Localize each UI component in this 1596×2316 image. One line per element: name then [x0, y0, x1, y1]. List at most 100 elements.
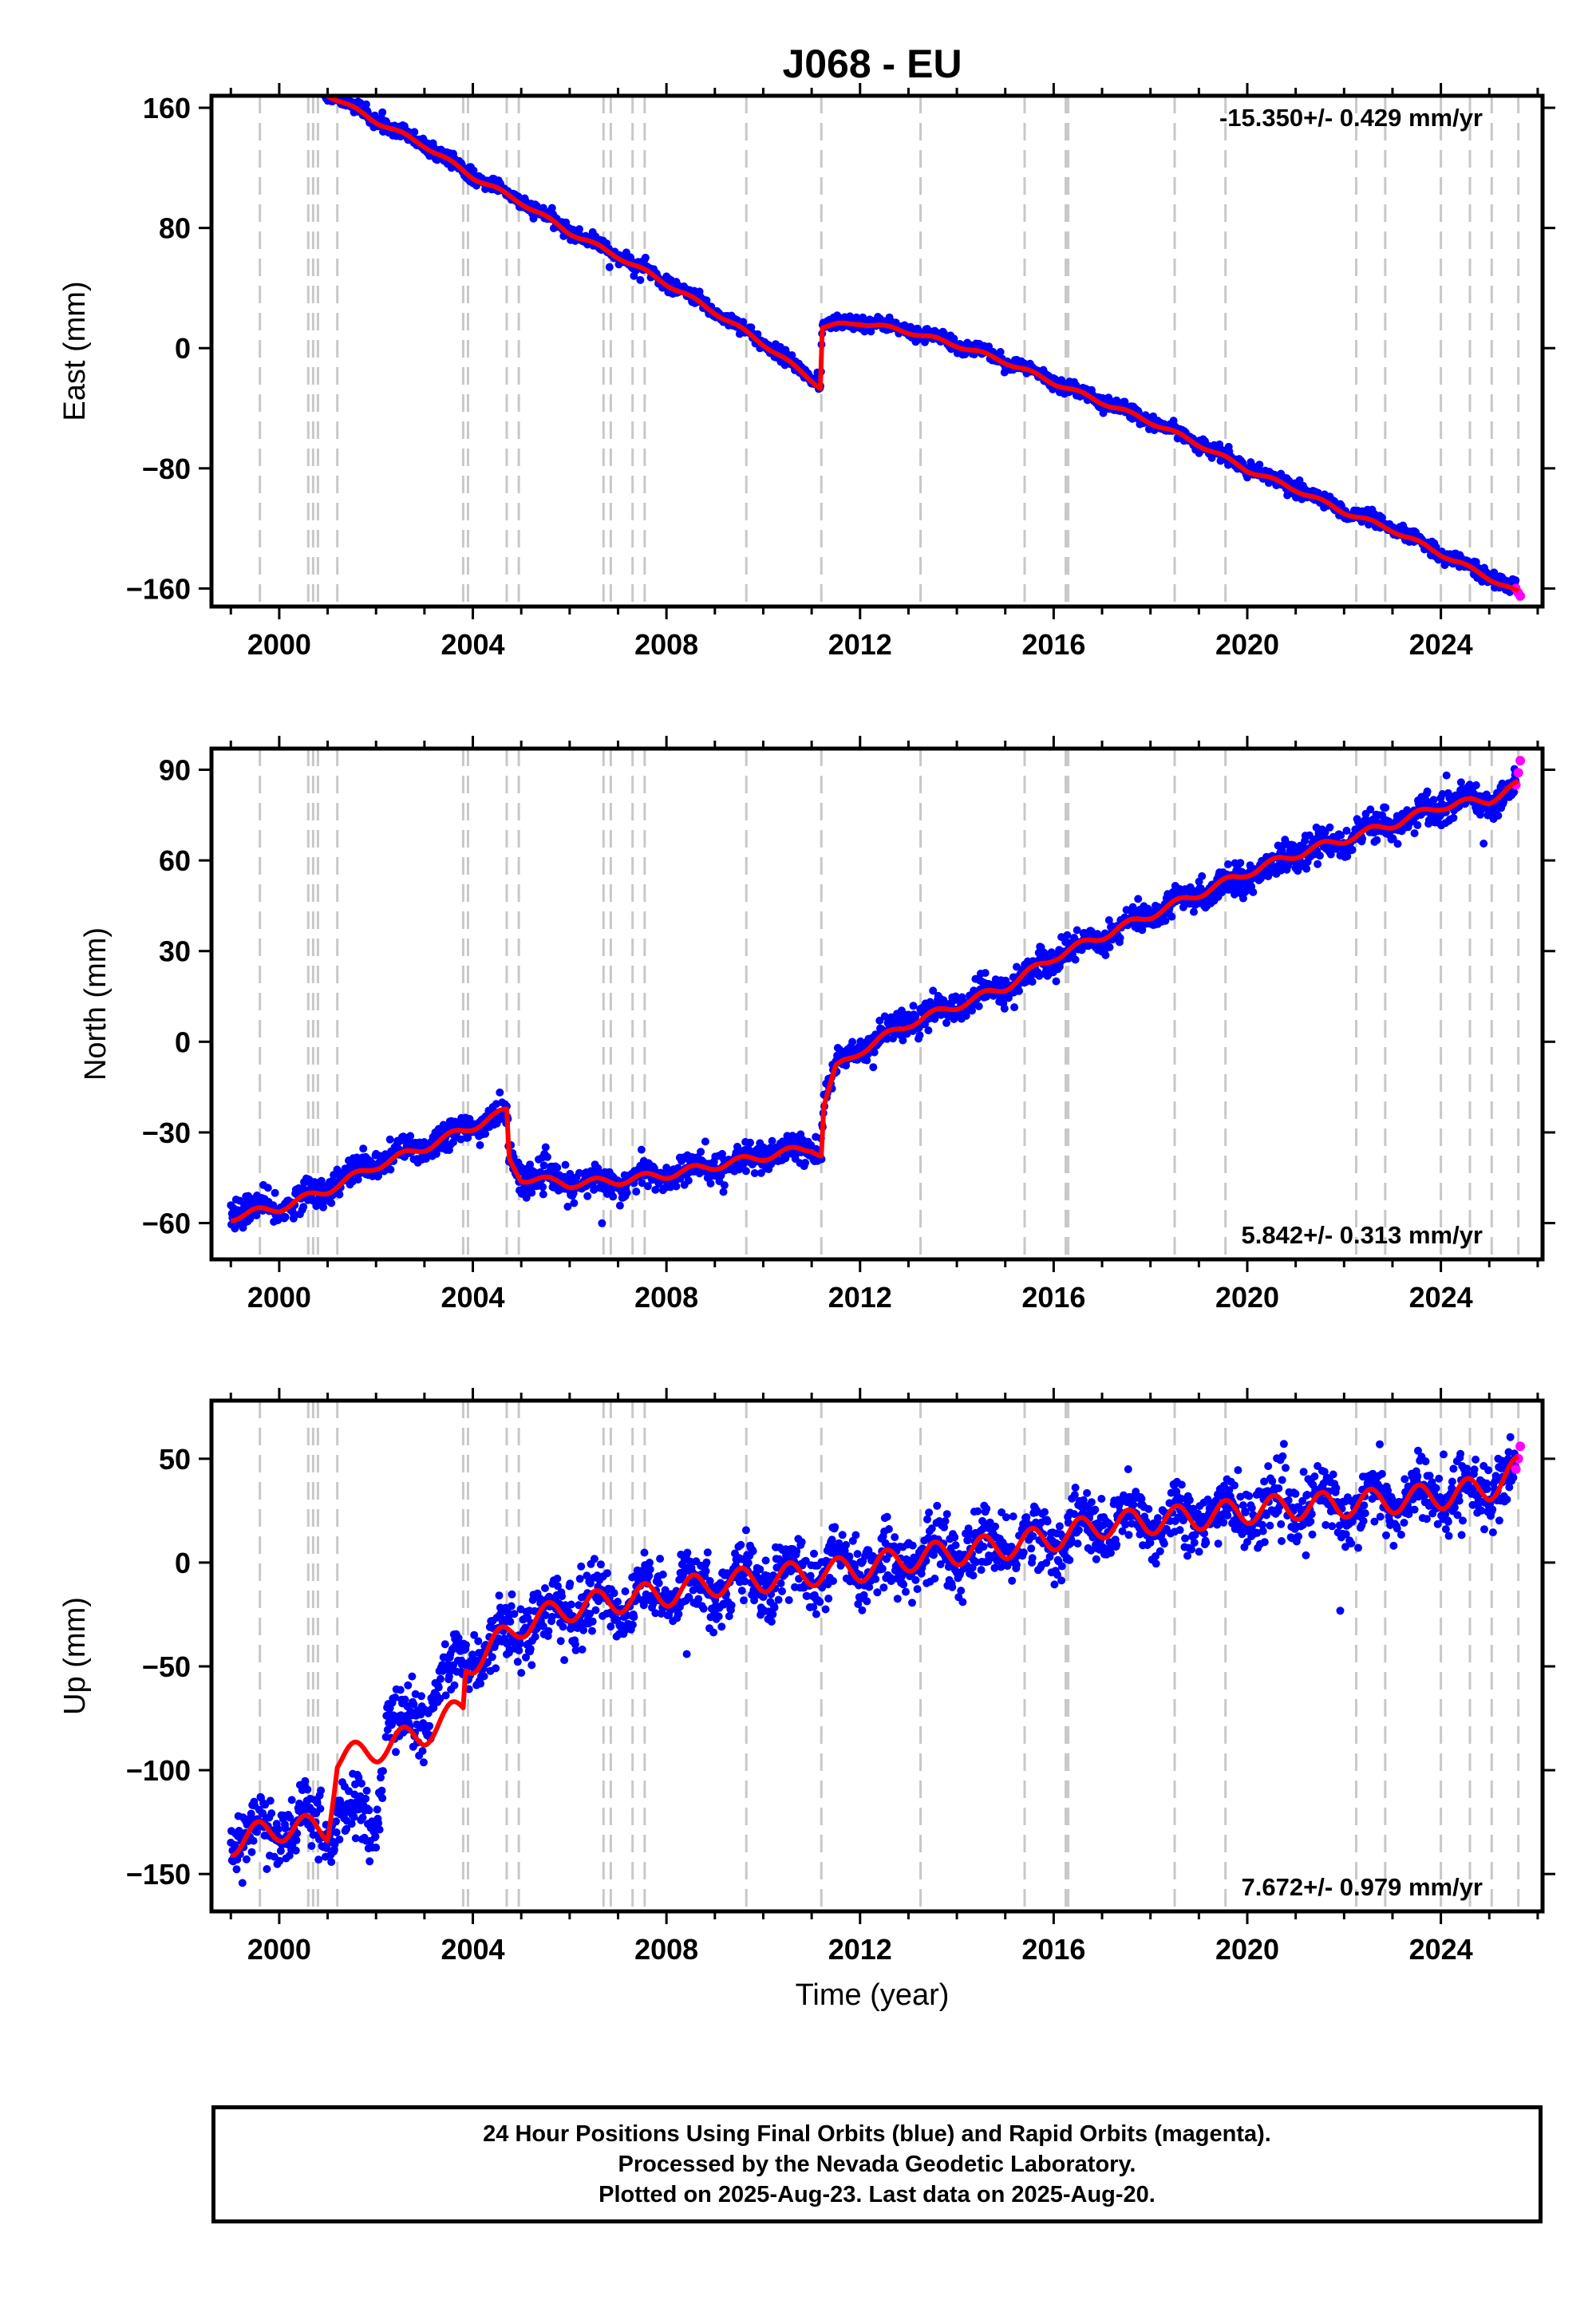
data-point-final [848, 1037, 857, 1046]
data-point-final [295, 69, 303, 77]
data-point-final [318, 84, 326, 92]
data-point-final [264, 53, 272, 61]
plot-frame [209, 93, 1545, 609]
data-point-final [801, 1159, 810, 1167]
data-point-final [561, 1160, 570, 1169]
data-point-final [289, 70, 297, 78]
data-point-final [310, 83, 318, 91]
data-point-final [1393, 840, 1402, 848]
data-point-final [909, 1002, 918, 1010]
data-point-final [641, 253, 650, 262]
data-point-final [1321, 828, 1329, 837]
data-point-final [235, 47, 243, 55]
x-tick-label: 2012 [828, 628, 892, 661]
data-point-final [294, 64, 302, 72]
data-point-final [1381, 804, 1390, 812]
data-point-final [297, 75, 305, 83]
y-tick-label: 90 [159, 754, 191, 787]
data-point-final [301, 1777, 310, 1785]
data-point-final [259, 46, 267, 54]
data-point-final [924, 1026, 933, 1035]
data-point-final [278, 69, 286, 77]
data-point-final [1028, 978, 1037, 986]
data-point-final [317, 86, 325, 94]
data-point-final [279, 64, 287, 72]
data-point-final [1343, 852, 1352, 860]
data-point-final [261, 58, 269, 66]
data-point-final [297, 73, 305, 81]
data-point-final [301, 80, 309, 88]
data-point-final [527, 1188, 536, 1197]
data-point-final [662, 1164, 671, 1172]
data-point-final [242, 1855, 251, 1863]
data-point-final [251, 47, 259, 55]
data-point-final [365, 1857, 374, 1866]
data-point-final [553, 1164, 562, 1172]
data-point-final [1325, 823, 1334, 832]
data-point-final [1010, 1003, 1019, 1012]
data-point-final [1167, 912, 1176, 921]
data-point-final [235, 43, 243, 51]
data-point-final [238, 1879, 247, 1887]
data-point-final [962, 1011, 970, 1020]
data-point-final [766, 1144, 775, 1152]
data-point-final [543, 1152, 551, 1161]
data-point-final [239, 40, 247, 48]
data-point-final [246, 46, 254, 54]
data-point-final [299, 74, 307, 82]
data-point-final [246, 50, 254, 58]
data-point-final [741, 1167, 750, 1176]
data-point-final [358, 1813, 367, 1822]
data-point-final [255, 48, 263, 56]
data-point-final [1429, 796, 1438, 804]
x-tick-label: 2012 [828, 1281, 892, 1314]
x-tick-label: 2008 [634, 628, 698, 661]
data-point-final [739, 1160, 748, 1168]
data-point-final [1215, 440, 1224, 449]
y-tick-label: 0 [175, 332, 191, 365]
data-point-final [308, 77, 316, 85]
data-point-final [243, 45, 251, 53]
data-point-final [1249, 887, 1258, 896]
data-point-final [632, 1188, 641, 1196]
data-point-final [243, 44, 251, 52]
data-point-final [911, 1012, 920, 1021]
data-point-final [280, 69, 288, 77]
data-point-final [1373, 836, 1381, 844]
data-point-final [1116, 934, 1124, 943]
data-point-final [247, 1848, 256, 1856]
data-point-final [539, 1190, 547, 1199]
x-tick-label: 2020 [1215, 1281, 1279, 1314]
data-point-final [697, 1148, 705, 1156]
data-point-final [637, 1145, 646, 1154]
data-point-final [244, 45, 252, 53]
data-point-final [1224, 860, 1232, 868]
data-point-final [269, 58, 277, 66]
data-point-final [1134, 895, 1143, 903]
data-point-final [1479, 840, 1488, 848]
data-point-final [275, 63, 283, 71]
data-point-final [247, 51, 255, 59]
data-point-final [401, 1695, 409, 1704]
data-point-final [235, 43, 243, 51]
data-point-final [256, 47, 264, 55]
data-point-final [284, 69, 292, 77]
data-point-final [227, 39, 235, 47]
data-point-final [281, 1824, 290, 1833]
data-point-rapid [1515, 756, 1526, 766]
data-point-final [288, 61, 296, 69]
data-point-final [1015, 986, 1023, 995]
data-point-final [229, 39, 237, 47]
data-point-final [929, 986, 938, 995]
data-point-final [233, 45, 241, 53]
data-point-final [365, 1806, 373, 1815]
data-point-final [253, 50, 261, 58]
data-point-final [643, 1182, 652, 1191]
data-point-final [378, 1794, 387, 1803]
data-point-final [290, 68, 298, 76]
data-point-final [263, 57, 271, 65]
